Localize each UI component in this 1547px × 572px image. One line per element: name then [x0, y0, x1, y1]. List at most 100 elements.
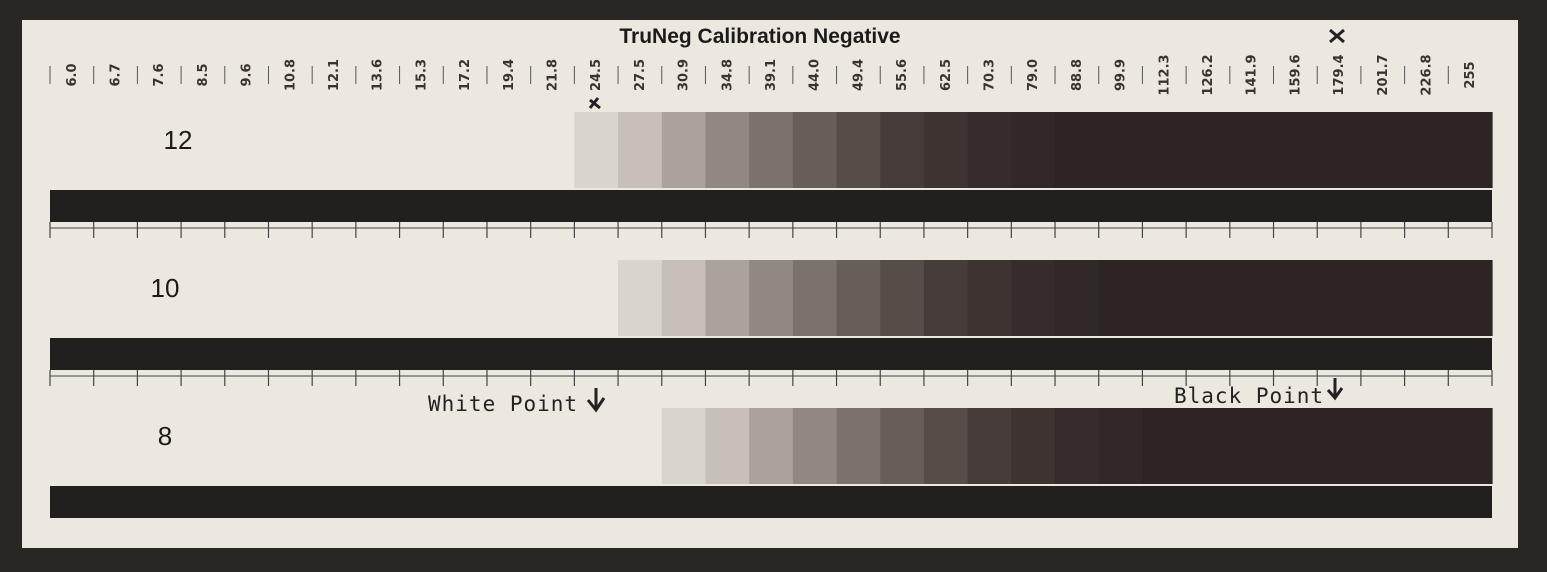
- column-label: 99.9: [1114, 59, 1129, 91]
- column-label: 21.8: [546, 59, 561, 91]
- step: [749, 260, 794, 336]
- column-label: 10.8: [283, 59, 298, 91]
- step: [1317, 408, 1362, 484]
- step: [1229, 112, 1275, 188]
- column-label: 17.2: [458, 59, 473, 91]
- row-label: 10: [151, 273, 180, 303]
- step: [1404, 408, 1449, 484]
- step: [967, 260, 1012, 336]
- step: [1448, 260, 1493, 336]
- step: [1186, 260, 1231, 336]
- step: [705, 260, 750, 336]
- step: [1404, 260, 1449, 336]
- step: [574, 112, 619, 188]
- step: [1273, 260, 1318, 336]
- step: [1055, 408, 1100, 484]
- step: [792, 112, 838, 188]
- black-point-note: Black Point: [1174, 384, 1324, 408]
- step: [705, 408, 750, 484]
- row-label: 12: [164, 125, 193, 155]
- column-label: 226.8: [1419, 54, 1434, 95]
- column-label: 112.3: [1157, 54, 1172, 95]
- step: [1098, 260, 1144, 336]
- column-label: 62.5: [939, 59, 954, 91]
- step: [749, 112, 794, 188]
- white-point-note: White Point: [428, 392, 578, 416]
- step: [1142, 112, 1187, 188]
- column-label: 44.0: [808, 59, 823, 91]
- column-label: 159.6: [1288, 54, 1303, 95]
- mark: [1329, 28, 1345, 44]
- step: [1404, 112, 1449, 188]
- step: [1360, 408, 1406, 484]
- step: [618, 112, 663, 188]
- step: [618, 260, 663, 336]
- step: [967, 112, 1012, 188]
- step: [792, 408, 838, 484]
- column-label: 201.7: [1376, 54, 1391, 95]
- column-label: 6.0: [65, 63, 80, 86]
- step: [1011, 408, 1056, 484]
- bar: [50, 338, 1492, 370]
- step: [1142, 408, 1187, 484]
- column-label: 8.5: [196, 63, 211, 86]
- step: [923, 260, 969, 336]
- column-label: 9.6: [240, 63, 255, 86]
- step: [1011, 112, 1056, 188]
- arrow: [586, 388, 606, 413]
- column-label: 13.6: [371, 59, 386, 91]
- step: [836, 408, 881, 484]
- column-label: 30.9: [677, 59, 692, 91]
- column-label: 179.4: [1332, 54, 1347, 95]
- step: [1229, 260, 1275, 336]
- step: [661, 408, 707, 484]
- step: [923, 408, 969, 484]
- arrow: [1326, 378, 1344, 401]
- step: [1055, 112, 1100, 188]
- step: [1186, 112, 1231, 188]
- step: [836, 112, 881, 188]
- step: [661, 112, 707, 188]
- step: [749, 408, 794, 484]
- step: [880, 408, 925, 484]
- column-label: 39.1: [764, 59, 779, 91]
- column-label: 27.5: [633, 59, 648, 91]
- title: TruNeg Calibration Negative: [619, 25, 900, 48]
- column-label: 24.5: [589, 59, 604, 91]
- step: [1448, 408, 1493, 484]
- column-label: 15.3: [414, 59, 429, 91]
- row-label: 8: [158, 421, 172, 451]
- step: [1055, 260, 1100, 336]
- step: [1273, 408, 1318, 484]
- column-label: 79.0: [1026, 59, 1041, 91]
- step: [1360, 260, 1406, 336]
- step: [1098, 112, 1144, 188]
- step: [792, 260, 838, 336]
- column-label: 88.8: [1070, 59, 1085, 91]
- column-label: 7.6: [152, 63, 167, 86]
- column-label: 55.6: [895, 59, 910, 91]
- bar: [50, 190, 1492, 222]
- column-label: 70.3: [982, 59, 997, 91]
- step: [1317, 112, 1362, 188]
- step: [661, 260, 707, 336]
- column-label: 34.8: [720, 59, 735, 91]
- step: [967, 408, 1012, 484]
- mark: [588, 97, 601, 110]
- step: [1229, 408, 1275, 484]
- step: [1317, 260, 1362, 336]
- step: [836, 260, 881, 336]
- step: [1142, 260, 1187, 336]
- column-label: 126.2: [1201, 54, 1216, 95]
- column-label: 6.7: [109, 63, 124, 86]
- step: [1360, 112, 1406, 188]
- step: [1273, 112, 1318, 188]
- step: [1098, 408, 1144, 484]
- column-label: 141.9: [1245, 54, 1260, 95]
- step: [880, 112, 925, 188]
- step: [705, 112, 750, 188]
- column-label: 49.4: [851, 59, 866, 91]
- step: [1011, 260, 1056, 336]
- column-label: 12.1: [327, 59, 342, 91]
